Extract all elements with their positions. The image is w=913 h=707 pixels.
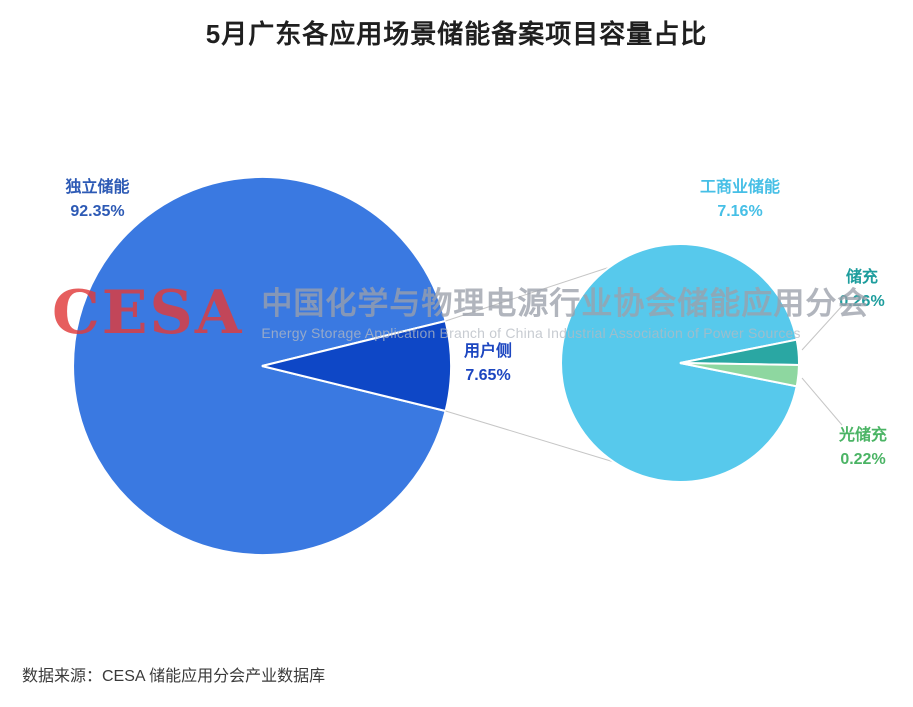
label-text: 光储充 [838, 427, 887, 444]
label-text: 用户侧 [463, 343, 512, 360]
label-percent: 0.22% [840, 451, 886, 468]
label-percent: 7.65% [465, 367, 511, 384]
label-independent-storage: 独立储能 92.35% [40, 176, 155, 224]
leader-line-pv-storage-charging [801, 377, 843, 426]
label-pv-storage-charging: 光储充 0.22% [813, 424, 913, 472]
label-user-side: 用户侧 7.65% [430, 340, 546, 388]
label-commercial-industrial-storage: 工商业储能 7.16% [682, 176, 798, 224]
leader-line-storage-charging [801, 305, 843, 351]
data-source: 数据来源：CESA 储能应用分会产业数据库 [22, 668, 326, 685]
main-pie-slice-user-side [261, 319, 453, 413]
secondary-pie-slice-pv-storage-charging [679, 362, 801, 388]
label-text: 独立储能 [65, 179, 130, 196]
label-text: 工商业储能 [699, 179, 780, 196]
main-pie-slice-independent-storage [72, 176, 447, 556]
chart-title: 5月广东各应用场景储能备案项目容量占比 [205, 19, 708, 49]
label-percent: 92.35% [70, 203, 125, 220]
label-storage-charging: 储充 0.26% [812, 266, 912, 314]
label-text: 储充 [845, 269, 878, 286]
label-percent: 0.26% [839, 293, 885, 310]
label-percent: 7.16% [717, 203, 763, 220]
secondary-pie-slice-commercial-industrial [560, 243, 798, 483]
